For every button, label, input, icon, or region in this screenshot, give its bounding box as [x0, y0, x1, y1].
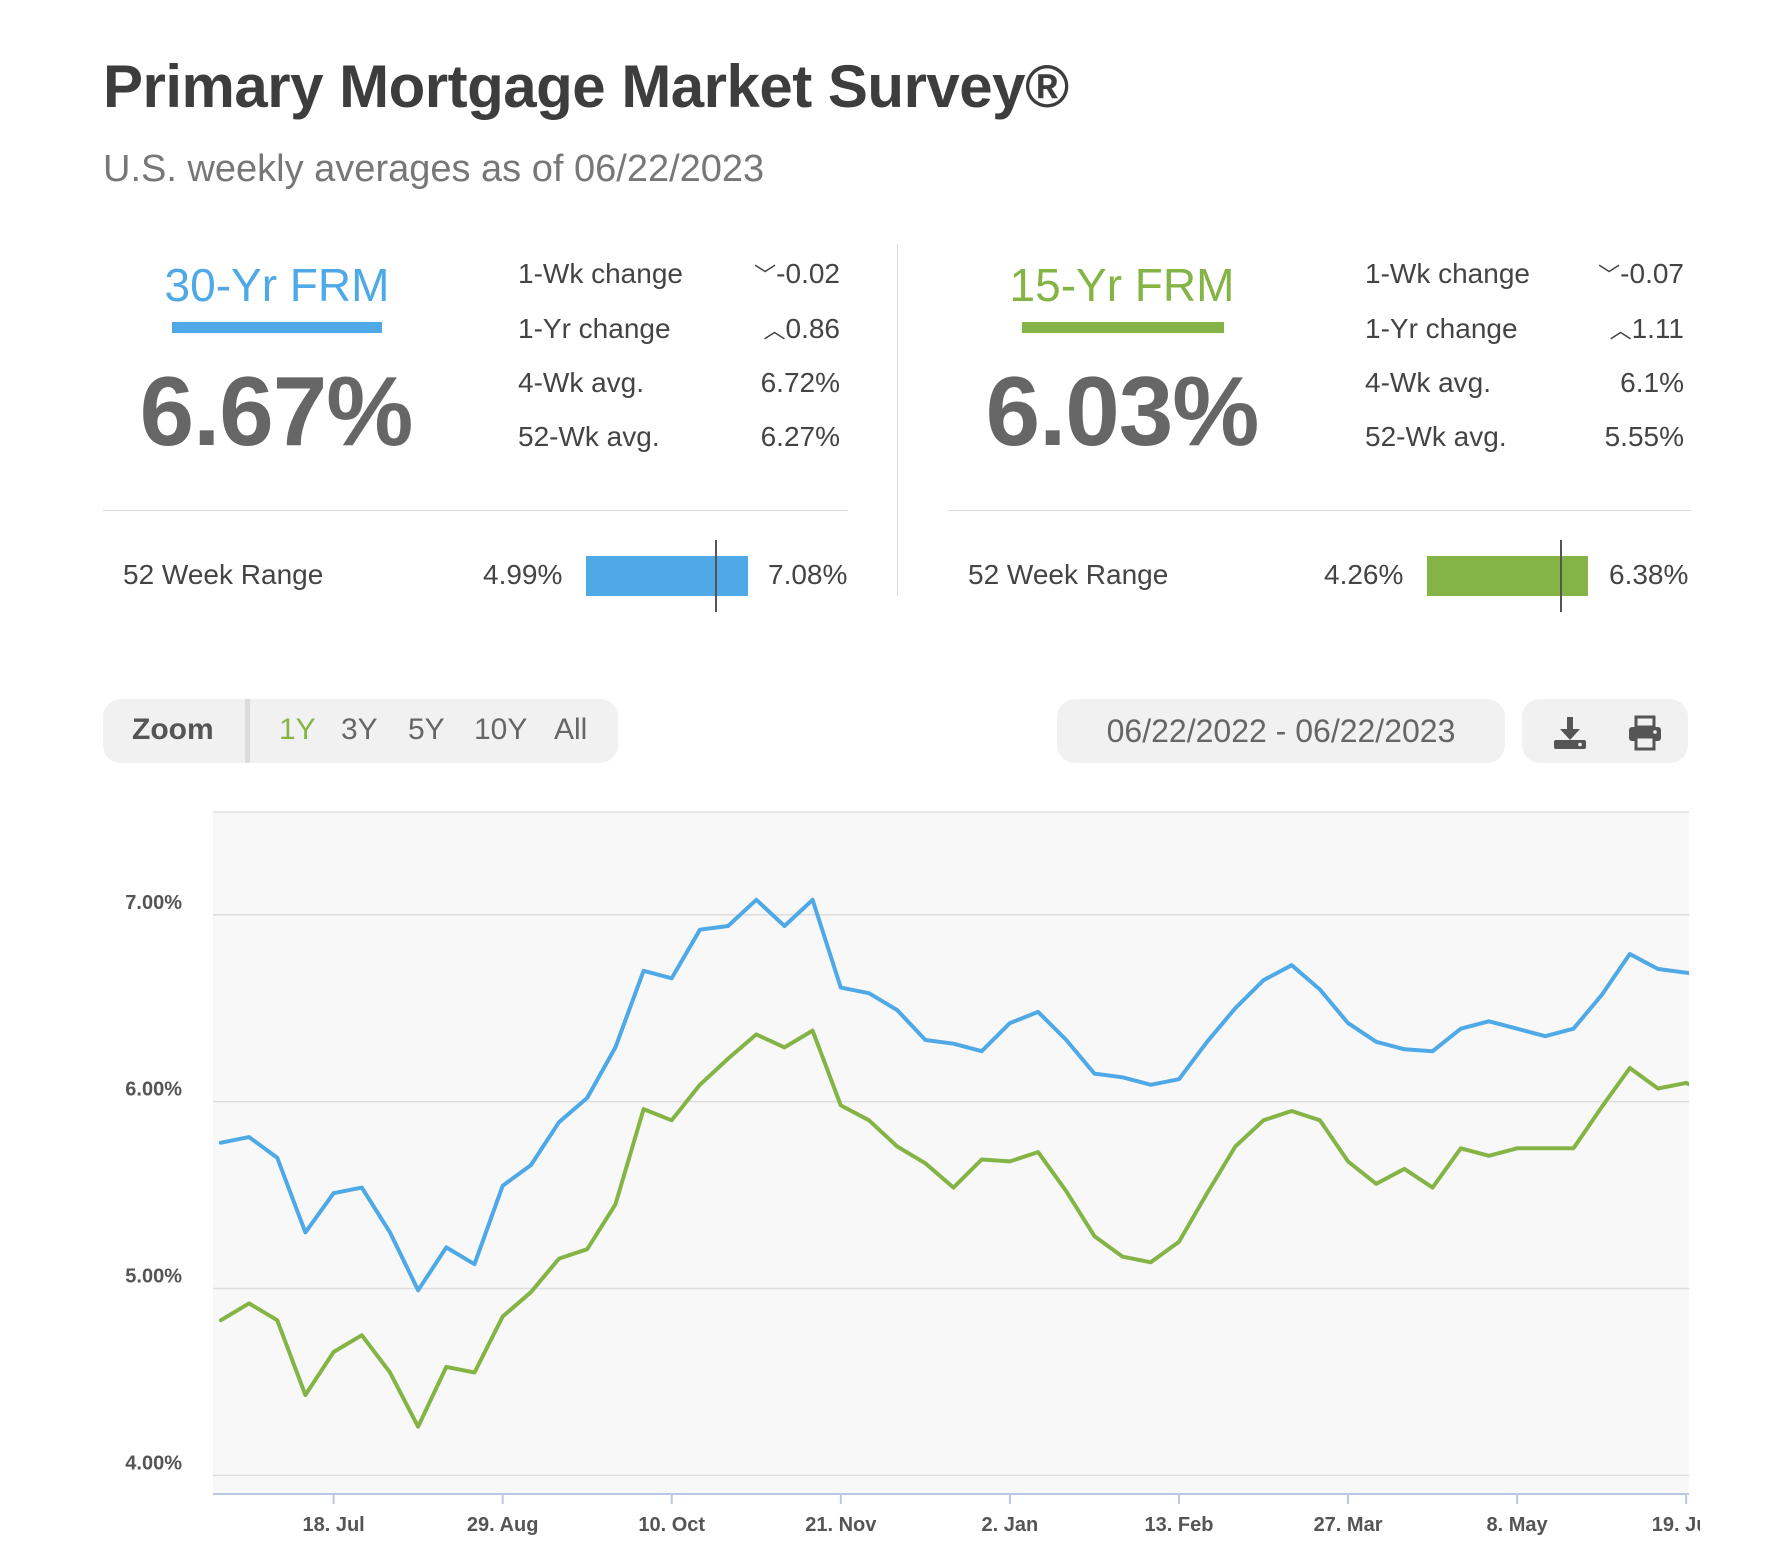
frm30-avg52-value: 6.27%: [760, 421, 840, 452]
y-tick-label: 7.00%: [125, 892, 182, 914]
frm15-yr-change: ︿1.11: [1524, 313, 1684, 345]
frm30-wk-change-label: 1-Wk change: [518, 258, 683, 289]
page-subtitle: U.S. weekly averages as of 06/22/2023: [103, 148, 765, 190]
chevron-up-icon: ︿: [1609, 318, 1632, 343]
panel-divider: [897, 244, 898, 596]
frm15-avg52-value: 5.55%: [1604, 421, 1684, 452]
zoom-option-1y[interactable]: 1Y: [279, 713, 316, 746]
zoom-separator: [245, 699, 250, 763]
frm15-yr-change-label: 1-Yr change: [1365, 313, 1518, 344]
frm30-yr-change-label: 1-Yr change: [518, 313, 671, 344]
frm15-rate: 6.03%: [985, 356, 1260, 466]
frm15-wk-change: ﹀-0.07: [1524, 258, 1684, 290]
frm30-rate: 6.67%: [139, 356, 414, 466]
frm15-wk-change-label: 1-Wk change: [1365, 258, 1530, 289]
frm15-range-label: 52 Week Range: [968, 559, 1169, 590]
print-icon[interactable]: [1625, 713, 1665, 753]
frm30-yr-change: ︿0.86: [680, 313, 840, 345]
download-icon[interactable]: [1550, 713, 1590, 753]
frm15-avg52-label: 52-Wk avg.: [1365, 421, 1507, 452]
frm30-avg4-label: 4-Wk avg.: [518, 367, 645, 398]
x-tick-label: 13. Feb: [1145, 1514, 1214, 1536]
zoom-option-all[interactable]: All: [554, 713, 588, 746]
x-tick-label: 19. Jun: [1652, 1514, 1700, 1536]
frm30-range-marker: [715, 540, 718, 612]
frm15-underline: [1022, 322, 1224, 333]
frm15-wk-change-value: -0.07: [1620, 258, 1684, 289]
x-tick-label: 29. Aug: [467, 1514, 539, 1536]
frm15-label: 15-Yr FRM: [1009, 259, 1235, 311]
frm30-range-bar: [586, 556, 748, 596]
frm30-underline: [172, 322, 382, 333]
zoom-option-5y[interactable]: 5Y: [408, 713, 445, 746]
x-tick-label: 10. Oct: [638, 1514, 705, 1536]
frm15-yr-change-value: 1.11: [1631, 313, 1684, 344]
chevron-up-icon: ︿: [763, 318, 786, 343]
series-line-15yr: [218, 1028, 1689, 1429]
rate-chart: 4.00% 5.00% 6.00% 7.00% 18. Jul 29. Aug 10. Oc…: [125, 811, 1700, 1536]
frm30-yr-change-value: 0.86: [785, 313, 841, 344]
zoom-label: Zoom: [132, 713, 214, 746]
frm30-range-label: 52 Week Range: [123, 559, 324, 590]
chevron-down-icon: ﹀: [754, 263, 777, 288]
frm15-range-low: 4.26%: [1324, 559, 1404, 590]
y-tick-label: 4.00%: [125, 1452, 182, 1474]
page-title: Primary Mortgage Market Survey®: [103, 53, 1069, 120]
x-tick-label: 21. Nov: [805, 1514, 877, 1536]
zoom-option-10y[interactable]: 10Y: [474, 713, 528, 746]
frm30-wk-change-value: -0.02: [776, 258, 840, 289]
divider: [103, 510, 848, 511]
x-tick-label: 18. Jul: [302, 1514, 364, 1536]
y-tick-label: 6.00%: [125, 1079, 182, 1101]
frm15-range-marker: [1560, 540, 1563, 612]
frm15-avg4-value: 6.1%: [1620, 367, 1684, 398]
frm15-avg4-label: 4-Wk avg.: [1365, 367, 1492, 398]
divider: [948, 510, 1691, 511]
plot-area: [213, 812, 1689, 1494]
chevron-down-icon: ﹀: [1598, 263, 1621, 288]
series-line-30yr: [218, 897, 1689, 1293]
x-tick-label: 8. May: [1487, 1514, 1549, 1536]
frm15-range-bar: [1427, 556, 1588, 596]
frm30-range-low: 4.99%: [483, 559, 563, 590]
frm30-range-high: 7.08%: [768, 559, 848, 590]
x-tick-label: 27. Mar: [1314, 1514, 1383, 1536]
frm30-avg4-value: 6.72%: [760, 367, 840, 398]
zoom-toolbar: [103, 699, 618, 763]
x-tick-label: 2. Jan: [982, 1514, 1039, 1536]
date-range-field[interactable]: 06/22/2022 - 06/22/2023: [1057, 699, 1505, 763]
frm15-range-high: 6.38%: [1609, 559, 1689, 590]
frm30-wk-change: ﹀-0.02: [680, 258, 840, 290]
y-tick-label: 5.00%: [125, 1265, 182, 1287]
frm30-label: 30-Yr FRM: [164, 259, 390, 311]
zoom-option-3y[interactable]: 3Y: [341, 713, 378, 746]
frm30-avg52-label: 52-Wk avg.: [518, 421, 660, 452]
